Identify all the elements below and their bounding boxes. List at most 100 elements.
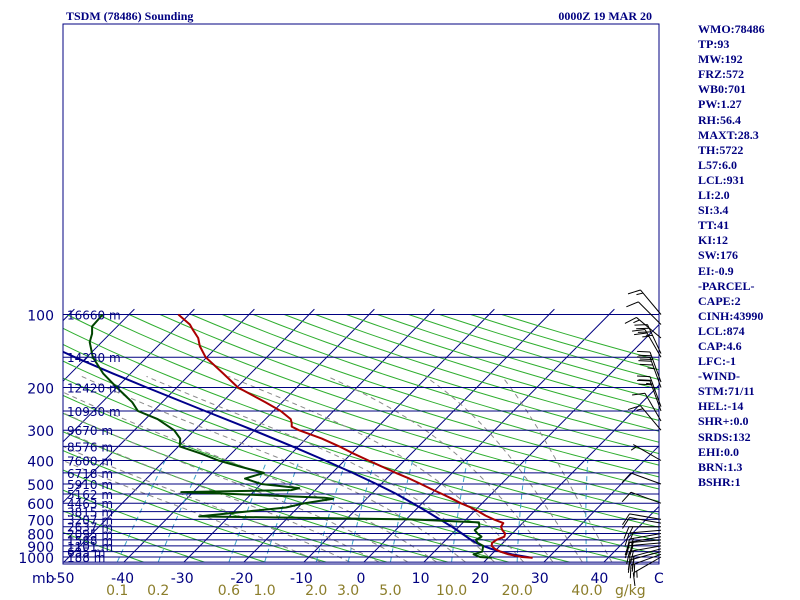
pressure-tick-label: 1000 bbox=[18, 551, 54, 567]
mixing-ratio-tick-label: 0.6 bbox=[218, 583, 240, 599]
index-value: TH:5722 bbox=[698, 142, 744, 157]
temperature-tick-label: -30 bbox=[171, 571, 194, 587]
index-value: LI:2.0 bbox=[698, 188, 730, 203]
mixing-ratio-line bbox=[516, 460, 527, 563]
dry-adiabat-line bbox=[315, 314, 659, 421]
moist-adiabat-line bbox=[424, 375, 583, 563]
height-label: 9670 m bbox=[67, 424, 113, 438]
isotherm-line bbox=[0, 309, 14, 562]
temperature-tick-label: 0 bbox=[357, 571, 366, 587]
wind-barb bbox=[637, 379, 662, 412]
index-value: FRZ:572 bbox=[698, 67, 744, 82]
index-value: STM:71/11 bbox=[698, 384, 755, 399]
dry-adiabat-line bbox=[284, 314, 659, 432]
dry-adiabat-line bbox=[63, 489, 266, 563]
pressure-tick-label: 400 bbox=[27, 455, 54, 471]
index-value: -PARCEL- bbox=[698, 278, 755, 293]
wind-barb bbox=[627, 548, 662, 571]
height-label: 3815 m bbox=[67, 506, 113, 520]
height-label: 1588 m bbox=[67, 534, 113, 548]
isotherm-line bbox=[123, 308, 375, 563]
wind-barb bbox=[626, 301, 662, 325]
pressure-tick-label: 500 bbox=[27, 478, 54, 494]
dry-adiabat-line bbox=[63, 431, 448, 563]
mixing-ratio-line bbox=[451, 460, 468, 563]
wind-barb bbox=[623, 526, 661, 539]
wind-barb bbox=[634, 324, 662, 354]
index-value: EHI:0.0 bbox=[698, 444, 740, 459]
chart-title: TSDM (78486) Sounding bbox=[66, 9, 193, 23]
moist-adiabat-line bbox=[63, 459, 322, 563]
moist-adiabat-line bbox=[228, 375, 524, 563]
plot-frame bbox=[62, 23, 660, 565]
wind-barb bbox=[624, 529, 662, 546]
dry-adiabat-line bbox=[63, 450, 388, 563]
moist-adiabat-line bbox=[63, 430, 380, 563]
mixing-ratio-line bbox=[315, 460, 347, 563]
height-label: 14230 m bbox=[67, 351, 121, 365]
dry-adiabat-line bbox=[63, 510, 205, 563]
moist-adiabat-line bbox=[327, 375, 554, 563]
index-value: CAP:4.6 bbox=[698, 338, 742, 353]
wind-barb bbox=[626, 536, 662, 556]
mixing-ratio-tick-label: 0.1 bbox=[106, 583, 128, 599]
index-value: TT:41 bbox=[698, 218, 730, 233]
height-label: 2637 m bbox=[67, 521, 113, 535]
moist-adiabat-line bbox=[81, 375, 466, 563]
isotherm-line bbox=[63, 308, 315, 563]
dry-adiabat-line bbox=[63, 531, 144, 563]
mixing-ratio-tick-label: 3.0 bbox=[337, 583, 359, 599]
isotherm-line bbox=[63, 308, 135, 382]
mixing-ratio-tick-label: 10.0 bbox=[436, 583, 467, 599]
height-label: 188 m bbox=[67, 551, 105, 565]
mixing-ratio-line bbox=[116, 460, 166, 563]
index-value: WMO:78486 bbox=[698, 22, 765, 36]
height-label: 10930 m bbox=[67, 405, 121, 419]
height-label: 1101 m bbox=[67, 540, 113, 554]
index-value: L57:6.0 bbox=[698, 157, 737, 172]
temperature-tick-label: -20 bbox=[230, 571, 253, 587]
index-value: BRN:1.3 bbox=[698, 459, 743, 474]
mixing-ratio-line bbox=[264, 460, 300, 563]
wind-barb bbox=[632, 556, 662, 586]
sounding-profiles bbox=[63, 313, 533, 559]
temperature-tick-label: 10 bbox=[412, 571, 430, 587]
wind-barb bbox=[627, 289, 662, 315]
mixing-ratio-tick-label: 40.0 bbox=[571, 583, 602, 599]
isobar-lines bbox=[63, 314, 659, 563]
index-value: CINH:43990 bbox=[698, 308, 764, 323]
index-value: WB0:701 bbox=[698, 82, 746, 97]
wind-barb bbox=[637, 350, 662, 383]
wind-barb bbox=[626, 533, 662, 552]
index-value: RH:56.4 bbox=[698, 112, 741, 127]
wind-barb bbox=[637, 375, 662, 407]
temperature-tick-label: -40 bbox=[111, 571, 134, 587]
index-value: MAXT:28.3 bbox=[698, 127, 759, 142]
index-value: CAPE:2 bbox=[698, 293, 741, 308]
mixing-ratio-unit-label: g/kg bbox=[615, 583, 646, 599]
index-value: LFC:-1 bbox=[698, 354, 736, 369]
wind-barb bbox=[627, 405, 662, 431]
wind-barb bbox=[632, 328, 662, 358]
dry-adiabat-line bbox=[191, 314, 659, 466]
index-value: SHR+:0.0 bbox=[698, 414, 749, 429]
parcel-trace bbox=[63, 350, 533, 559]
temperature-tick-label: -10 bbox=[290, 571, 313, 587]
wind-barb bbox=[629, 553, 662, 579]
wind-barb bbox=[630, 444, 662, 461]
index-value: EI:-0.9 bbox=[698, 263, 734, 278]
height-label: 12420 m bbox=[67, 382, 121, 396]
pressure-tick-label: 100 bbox=[27, 309, 54, 325]
pressure-tick-label: 900 bbox=[27, 540, 54, 556]
mixing-ratio-line bbox=[228, 460, 268, 563]
pressure-tick-label: 200 bbox=[27, 382, 54, 398]
mixing-ratio-tick-label: 20.0 bbox=[502, 583, 533, 599]
temperature-tick-labels: -50 -40 -30 -20 -10 0 10 20 30 40 bbox=[52, 571, 609, 587]
dry-adiabat-line bbox=[159, 314, 659, 478]
chart-time: 0000Z 19 MAR 20 bbox=[558, 9, 652, 23]
isotherm-line bbox=[63, 308, 255, 504]
wind-barb bbox=[637, 356, 662, 388]
index-value: TP:93 bbox=[698, 37, 730, 52]
